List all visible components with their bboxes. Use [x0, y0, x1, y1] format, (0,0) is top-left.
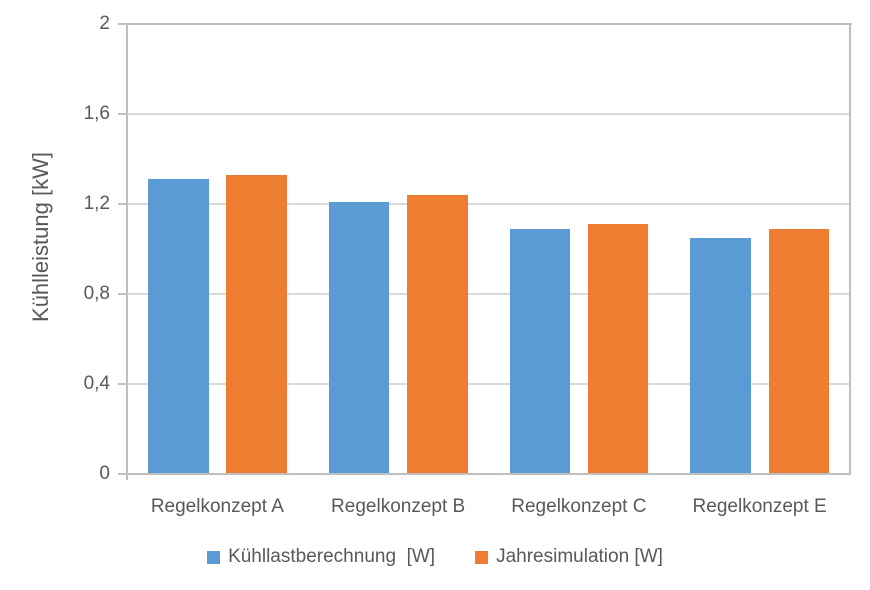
bar	[690, 237, 751, 474]
y-axis-tick	[118, 203, 127, 205]
gridline	[127, 383, 850, 385]
y-axis-line	[126, 23, 128, 480]
category-label: Regelkonzept C	[511, 496, 647, 517]
legend-swatch	[475, 550, 489, 564]
y-tick-label: 0,4	[83, 373, 110, 394]
gridline	[127, 203, 850, 205]
y-tick-label: 0	[99, 463, 110, 484]
gridline	[127, 293, 850, 295]
y-tick-label: 1,6	[83, 103, 110, 124]
plot-border-right	[849, 23, 851, 475]
legend: Kühllastberechnung [W] Jahresimulation [W…	[0, 546, 870, 568]
bar	[509, 228, 570, 474]
y-axis-tick	[118, 473, 127, 475]
category-label: Regelkonzept A	[150, 496, 284, 517]
bar	[328, 201, 390, 474]
legend-label: Jahresimulation [W]	[496, 546, 663, 567]
plot-area	[127, 24, 850, 474]
bar	[226, 174, 287, 474]
legend-swatch	[207, 550, 221, 564]
gridline	[127, 113, 850, 115]
y-axis-tick	[118, 113, 127, 115]
plot-border-top	[127, 23, 852, 25]
category-label: Regelkonzept B	[331, 496, 466, 517]
y-tick-label: 1,2	[83, 193, 110, 214]
x-axis-line	[126, 473, 851, 475]
y-tick-label: 0,8	[83, 283, 110, 304]
y-tick-label: 2	[99, 13, 110, 34]
y-axis-tick	[118, 293, 127, 295]
legend-label: Kühllastberechnung [W]	[228, 546, 436, 567]
bar	[587, 224, 649, 474]
y-axis-tick	[118, 23, 127, 25]
legend-item: Kühllastberechnung [W]	[207, 546, 435, 568]
legend-item: Jahresimulation [W]	[475, 546, 663, 568]
y-axis-tick	[118, 383, 127, 385]
bar	[407, 195, 468, 474]
category-label: Regelkonzept E	[692, 496, 827, 517]
bar	[768, 228, 829, 474]
bar	[148, 179, 209, 474]
